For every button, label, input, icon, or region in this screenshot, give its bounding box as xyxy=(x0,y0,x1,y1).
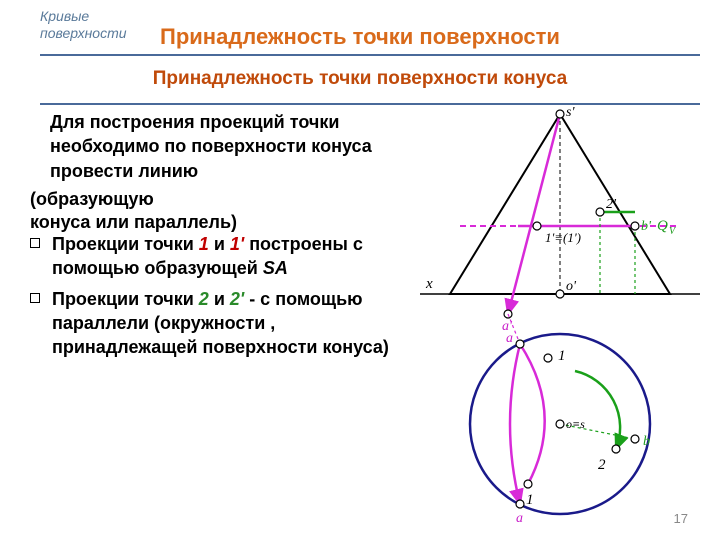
svg-text:1: 1 xyxy=(526,492,534,508)
svg-text:o': o' xyxy=(566,279,577,294)
topic-line1: Кривые xyxy=(40,8,89,24)
bullet1-text-a: Проекции точки xyxy=(52,234,199,254)
bullet1-mid: и xyxy=(209,234,230,254)
svg-text:b': b' xyxy=(641,219,652,234)
divider-top xyxy=(40,54,700,56)
bullet-marker-icon xyxy=(30,238,40,248)
svg-text:b: b xyxy=(643,434,650,449)
bullet2-text-a: Проекции точки xyxy=(52,289,199,309)
bullet-list: Проекции точки 1 и 1' построены с помощь… xyxy=(30,232,390,365)
svg-text:s': s' xyxy=(566,105,575,120)
bullet-2: Проекции точки 2 и 2' - с помощью паралл… xyxy=(30,287,390,360)
title-main: Принадлежность точки поверхности xyxy=(0,24,720,50)
svg-text:a: a xyxy=(506,331,513,346)
bullet-1: Проекции точки 1 и 1' построены с помощь… xyxy=(30,232,390,281)
bullet1-point2: 1' xyxy=(230,234,244,254)
svg-text:1'≡(1'): 1'≡(1') xyxy=(545,230,581,245)
bullet1-point1: 1 xyxy=(199,234,209,254)
svg-text:2: 2 xyxy=(598,457,606,473)
svg-text:1: 1 xyxy=(558,348,566,364)
svg-text:a: a xyxy=(516,511,523,524)
svg-text:V: V xyxy=(669,226,677,237)
page-number: 17 xyxy=(674,511,688,526)
svg-text:o≡s: o≡s xyxy=(566,417,585,431)
paragraph-2: (образующую конуса или параллель) xyxy=(30,188,410,235)
bullet-marker-icon xyxy=(30,293,40,303)
svg-text:Q: Q xyxy=(657,218,668,234)
bullet2-point2: 2' xyxy=(230,289,244,309)
bullet1-sa: SA xyxy=(263,258,288,278)
bullet2-mid: и xyxy=(209,289,230,309)
svg-text:x: x xyxy=(425,276,433,292)
bullet2-point1: 2 xyxy=(199,289,209,309)
svg-text:2': 2' xyxy=(606,197,617,212)
paragraph-1: Для построения проекций точки необходимо… xyxy=(50,110,420,183)
cone-diagram: xs'o'a'b'QV1'≡(1')2'o≡saab121 xyxy=(420,104,700,524)
title-sub: Принадлежность точки поверхности конуса xyxy=(0,68,720,90)
